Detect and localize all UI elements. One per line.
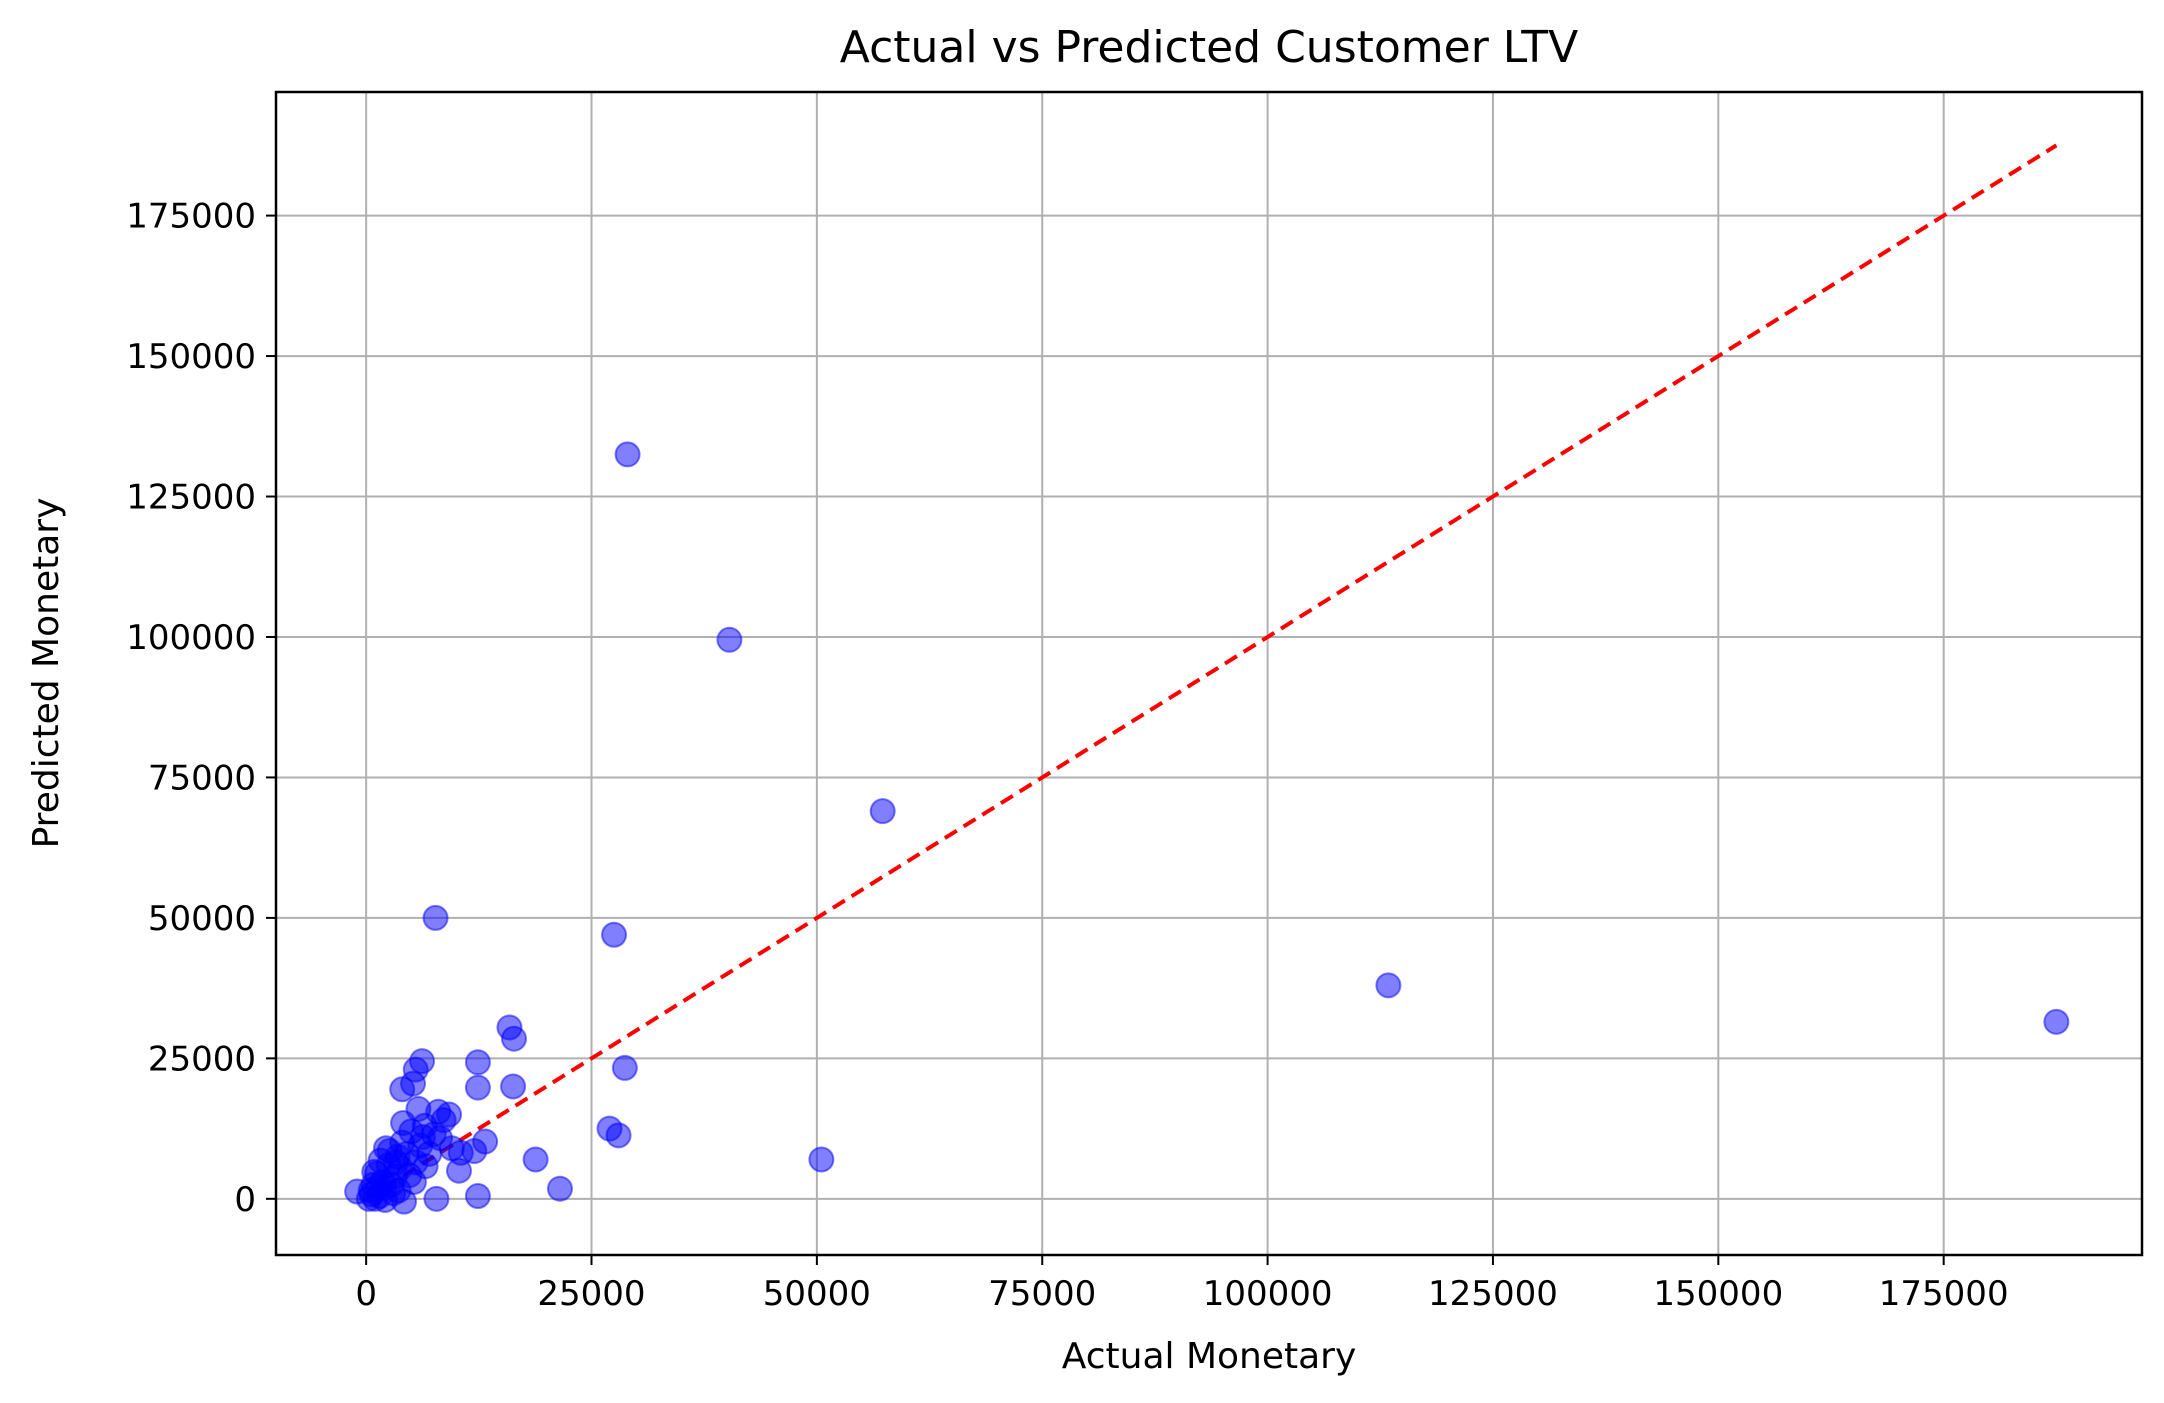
scatter-point [2043, 1008, 2070, 1035]
scatter-point [464, 1183, 491, 1210]
scatter-point [400, 1070, 427, 1097]
y-tick-label: 25000 [148, 1039, 256, 1079]
scatter-point [422, 904, 449, 931]
reference-line-group [365, 143, 2058, 1201]
scatter-point [500, 1025, 527, 1052]
scatter-point [500, 1073, 527, 1100]
x-tick-label: 75000 [988, 1274, 1096, 1314]
y-tick-label: 75000 [148, 758, 256, 798]
scatter-point [605, 1122, 632, 1149]
scatter-point [546, 1175, 573, 1202]
scatter-point [390, 1109, 417, 1136]
x-tick-label: 100000 [1203, 1274, 1333, 1314]
scatter-point [464, 1074, 491, 1101]
x-tick-label: 125000 [1428, 1274, 1558, 1314]
axes: 0 25000 50000 75000 100000 125000 150000 175000… [126, 90, 2144, 1314]
scatter-point [869, 798, 896, 825]
scatter-points [344, 441, 2070, 1215]
plot-frame [274, 90, 2144, 1257]
x-axis-label: Actual Monetary [1062, 1336, 1357, 1377]
scatter-point [611, 1054, 638, 1081]
scatter-point [361, 1158, 388, 1185]
x-tick-label: 50000 [763, 1274, 871, 1314]
scatter-point [1375, 972, 1402, 999]
chart-title: Actual vs Predicted Customer LTV [840, 22, 1578, 73]
y-tick-label: 0 [234, 1180, 256, 1220]
x-tick-label: 150000 [1653, 1274, 1783, 1314]
scatter-point [614, 441, 641, 468]
scatter-point [427, 1125, 454, 1152]
scatter-point [423, 1185, 450, 1212]
y-tick-label: 175000 [126, 197, 256, 237]
x-tick-label: 175000 [1879, 1274, 2009, 1314]
y-tick-label: 100000 [126, 618, 256, 658]
y-tick-label: 150000 [126, 337, 256, 377]
scatter-point [522, 1146, 549, 1173]
scatter-point [447, 1139, 474, 1166]
scatter-point [601, 921, 628, 948]
y-tick-label: 50000 [148, 899, 256, 939]
y-axis-label: Predicted Monetary [26, 498, 67, 849]
scatter-point [808, 1146, 835, 1173]
x-tick-label: 25000 [537, 1274, 645, 1314]
scatter-point [716, 626, 743, 653]
x-tick-label: 0 [355, 1274, 377, 1314]
scatter-point [464, 1049, 491, 1076]
reference-line [365, 143, 2058, 1201]
grid [276, 92, 2142, 1255]
y-tick-label: 125000 [126, 478, 256, 518]
